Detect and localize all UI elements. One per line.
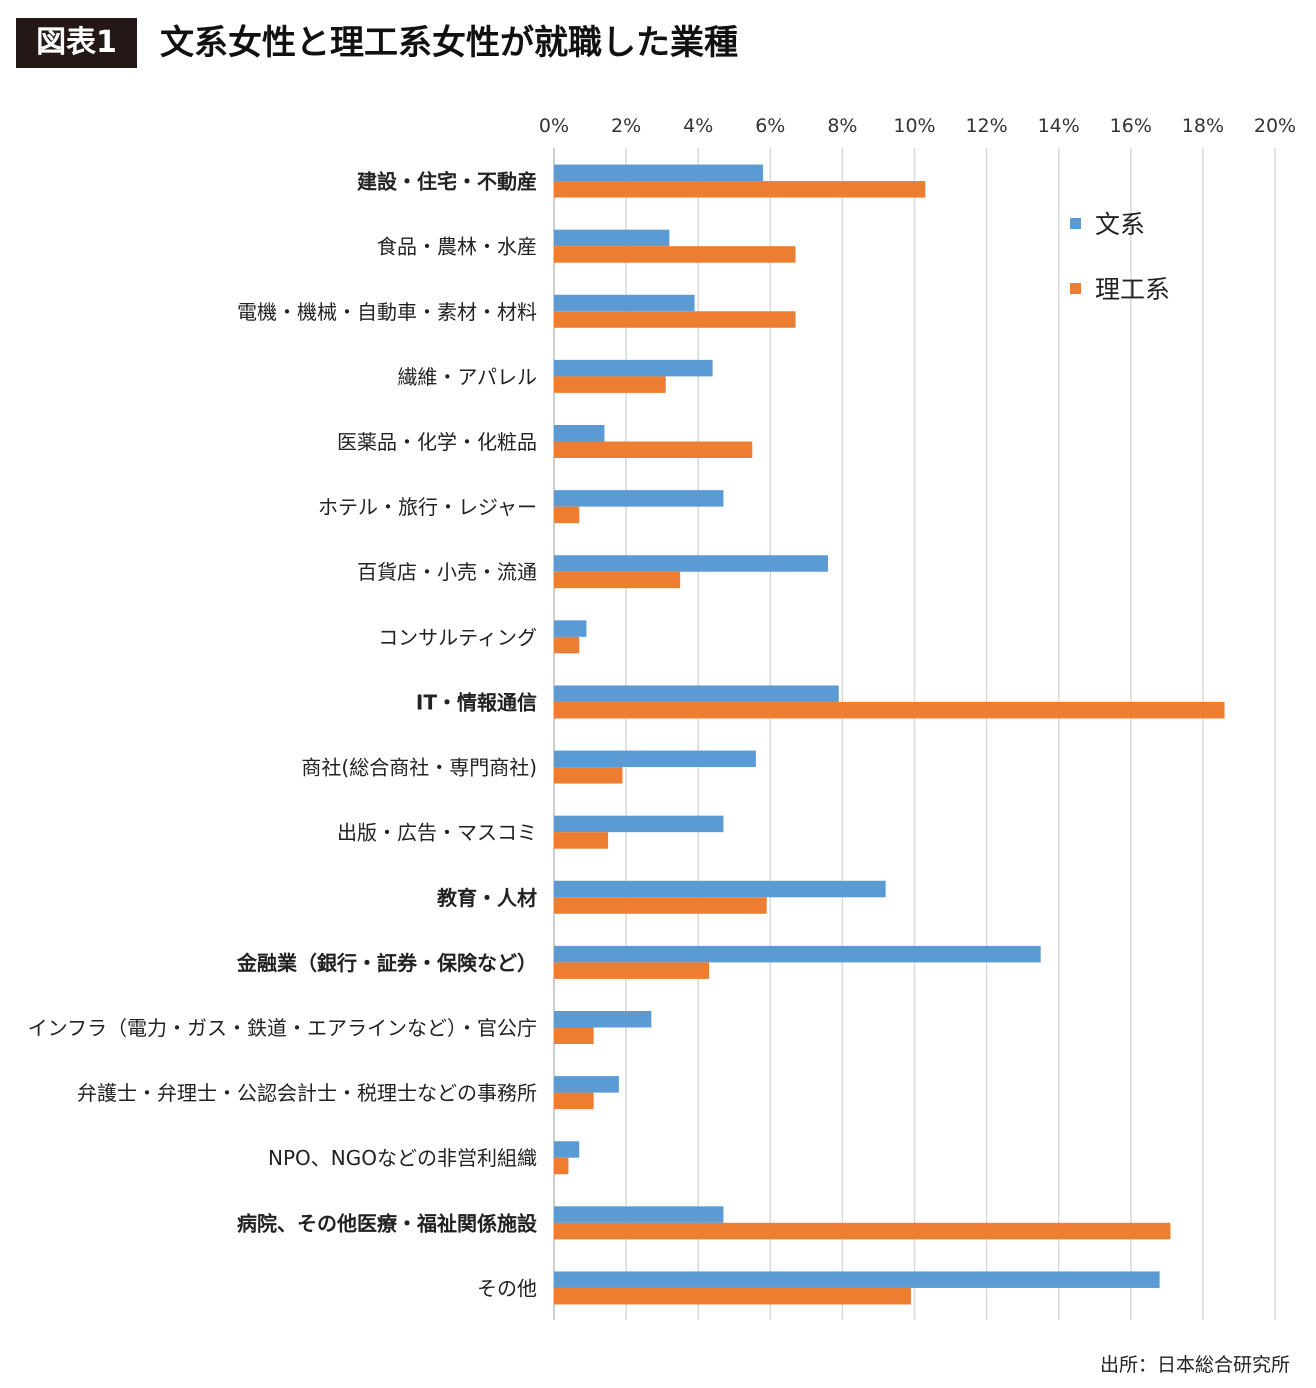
source-note: 出所：日本総合研究所: [1099, 1354, 1290, 1376]
bar-rikou: [554, 571, 681, 589]
category-label: IT・情報通信: [416, 690, 537, 714]
bar-rikou: [554, 962, 710, 979]
bar-bunkei: [554, 164, 764, 182]
x-tick-label: 2%: [611, 115, 641, 137]
bar-rikou: [554, 1222, 1171, 1240]
x-tick-label: 4%: [683, 115, 713, 137]
bar-bunkei: [554, 490, 724, 507]
x-tick-label: 20%: [1254, 115, 1296, 137]
bar-bunkei: [554, 1206, 724, 1223]
bar-bunkei: [554, 880, 886, 898]
bar-bunkei: [554, 294, 695, 312]
bar-rikou: [554, 767, 623, 784]
x-tick-label: 18%: [1182, 115, 1224, 137]
bar-bunkei: [554, 1076, 619, 1093]
legend-marker: [1070, 283, 1081, 294]
category-label: 商社(総合商社・専門商社): [301, 756, 537, 780]
category-label: 百貨店・小売・流通: [357, 560, 537, 584]
x-tick-label: 12%: [965, 115, 1007, 137]
x-tick-label: 0%: [539, 115, 569, 137]
bar-bunkei: [554, 685, 839, 702]
legend-label: 文系: [1095, 210, 1145, 239]
bar-bunkei: [554, 1011, 652, 1028]
category-label: ホテル・旅行・レジャー: [318, 495, 537, 519]
category-label: 建設・住宅・不動産: [357, 170, 537, 194]
x-tick-label: 16%: [1110, 115, 1152, 137]
figure-badge: 図表1: [16, 18, 137, 68]
bar-rikou: [554, 376, 666, 393]
category-label: 電機・機械・自動車・素材・材料: [237, 300, 537, 324]
bar-bunkei: [554, 945, 1041, 963]
bar-rikou: [554, 181, 926, 198]
bar-bunkei: [554, 815, 724, 833]
bar-bunkei: [554, 359, 713, 377]
x-tick-label: 6%: [755, 115, 785, 137]
category-label: 教育・人材: [437, 886, 537, 910]
bar-bunkei: [554, 620, 587, 637]
bar-bunkei: [554, 229, 670, 247]
bar-rikou: [554, 441, 753, 458]
bar-rikou: [554, 506, 580, 524]
category-label: 医薬品・化学・化粧品: [337, 430, 537, 454]
bar-rikou: [554, 701, 1225, 719]
bar-rikou: [554, 832, 609, 849]
bar-rikou: [554, 311, 796, 328]
category-label: 金融業（銀行・証券・保険など）: [236, 951, 537, 975]
bar-bunkei: [554, 1271, 1160, 1288]
chart-title: 文系女性と理工系女性が就職した業種: [160, 23, 738, 63]
bar-rikou: [554, 1092, 594, 1110]
category-label: 出版・広告・マスコミ: [337, 821, 537, 845]
bar-rikou: [554, 246, 796, 263]
bar-rikou: [554, 1027, 594, 1044]
bar-bunkei: [554, 425, 605, 442]
category-label: NPO、NGOなどの非営利組織: [268, 1146, 537, 1170]
x-tick-label: 8%: [827, 115, 857, 137]
x-tick-label: 10%: [893, 115, 935, 137]
category-label: 繊維・アパレル: [397, 365, 537, 389]
category-label: インフラ（電力・ガス・鉄道・エアラインなど）・官公庁: [28, 1016, 537, 1040]
legend-marker: [1070, 218, 1081, 229]
bar-bunkei: [554, 555, 828, 572]
x-tick-label: 14%: [1038, 115, 1080, 137]
category-label: 病院、その他医療・福祉関係施設: [237, 1211, 538, 1235]
category-label: コンサルティング: [378, 625, 537, 649]
bar-rikou: [554, 897, 767, 914]
legend-label: 理工系: [1095, 275, 1170, 304]
category-label: その他: [477, 1276, 537, 1300]
category-label: 食品・農林・水産: [377, 235, 537, 259]
bar-rikou: [554, 636, 580, 654]
bar-bunkei: [554, 1141, 580, 1158]
bar-bunkei: [554, 750, 756, 768]
bar-rikou: [554, 1157, 569, 1175]
bar-rikou: [554, 1287, 911, 1305]
category-label: 弁護士・弁理士・公認会計士・税理士などの事務所: [77, 1081, 537, 1105]
